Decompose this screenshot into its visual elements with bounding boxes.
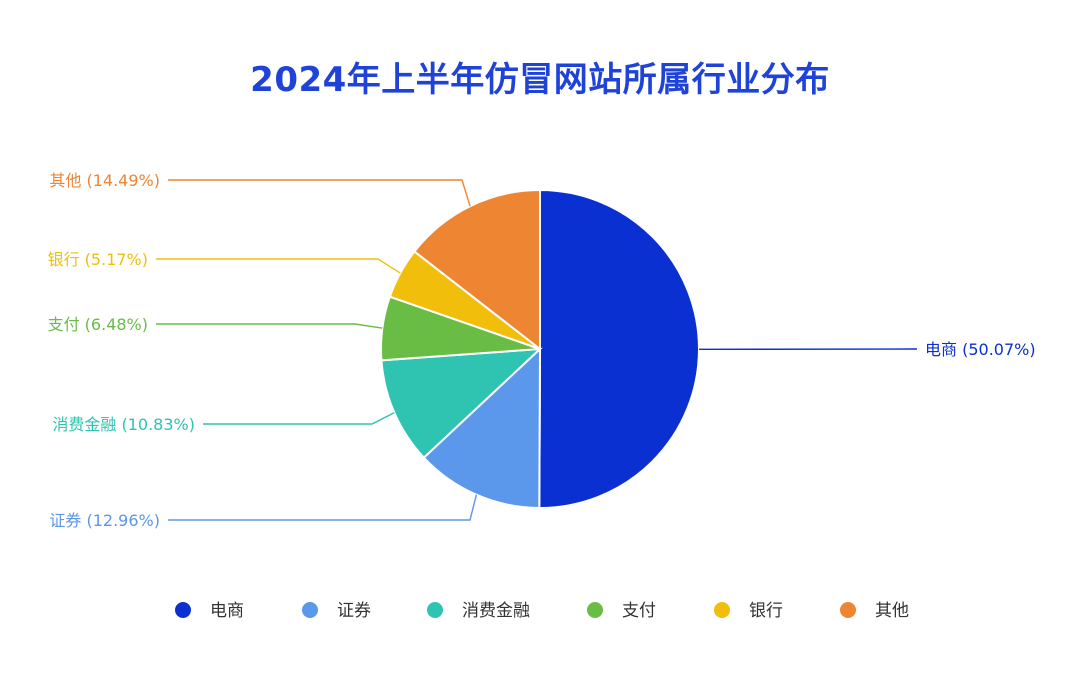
callout-line-1 bbox=[168, 494, 478, 521]
slice-label-4: 银行 (5.17%) bbox=[48, 250, 148, 269]
callout-line-4 bbox=[156, 258, 401, 274]
pie-slice-0 bbox=[538, 188, 701, 509]
legend-marker-5 bbox=[840, 602, 856, 618]
legend-marker-4 bbox=[714, 602, 730, 618]
pie-slice-2 bbox=[380, 347, 543, 460]
callout-line-2 bbox=[203, 412, 395, 425]
legend-label-3: 支付 bbox=[622, 601, 656, 621]
slice-label-3: 支付 (6.48%) bbox=[48, 315, 148, 334]
legend-marker-3 bbox=[587, 602, 603, 618]
pie-slice-1 bbox=[422, 346, 542, 510]
legend-label-4: 银行 bbox=[749, 601, 783, 621]
chart-legend: 电商 证券 消费金融 支付 银行 其他 bbox=[175, 601, 909, 621]
legend-label-2: 消费金融 bbox=[462, 601, 530, 621]
legend-label-0: 电商 bbox=[210, 601, 244, 621]
legend-label-1: 证券 bbox=[337, 601, 371, 621]
chart-title: 2024年上半年仿冒网站所属行业分布 bbox=[250, 60, 830, 100]
slice-label-5: 其他 (14.49%) bbox=[49, 171, 160, 190]
legend-label-5: 其他 bbox=[875, 601, 909, 621]
slice-label-0: 电商 (50.07%) bbox=[925, 340, 1036, 359]
legend-marker-0 bbox=[175, 602, 191, 618]
legend-marker-1 bbox=[302, 602, 318, 618]
slice-callouts: 电商 (50.07%) 证券 (12.96%) 消费金融 (10.83%) 支付 (6… bbox=[48, 171, 1036, 530]
slice-label-1: 证券 (12.96%) bbox=[49, 511, 160, 530]
slice-label-2: 消费金融 (10.83%) bbox=[52, 415, 195, 434]
callout-line-3 bbox=[156, 323, 383, 329]
pie-slice-5 bbox=[413, 188, 541, 352]
pie-slices bbox=[380, 188, 701, 510]
callout-line-5 bbox=[168, 179, 471, 207]
legend-marker-2 bbox=[427, 602, 443, 618]
